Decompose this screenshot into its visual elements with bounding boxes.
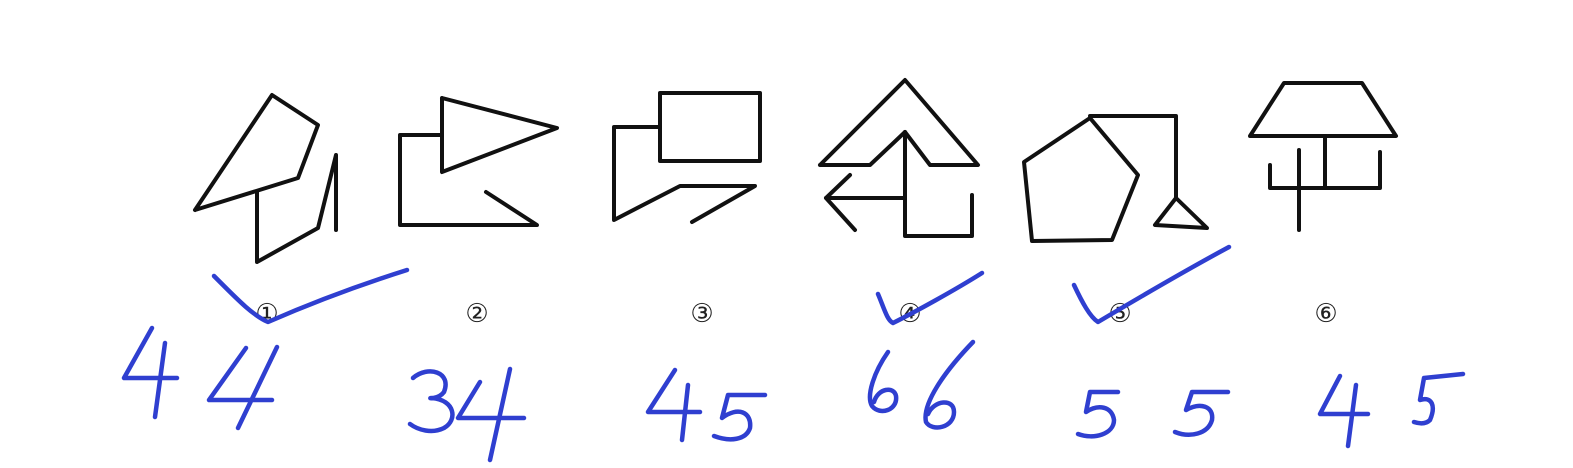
annotation-3 — [645, 367, 768, 443]
option-numbers: ① ② ③ ④ ⑤ ⑥ — [255, 299, 1337, 329]
annotation-1 — [121, 325, 280, 431]
figure-4 — [818, 78, 980, 238]
ink-digit-4 — [121, 325, 180, 420]
option-number-3: ③ — [690, 299, 713, 329]
option-number-6: ⑥ — [1314, 299, 1337, 329]
annotation-5 — [1075, 389, 1231, 439]
ink-digit-3 — [407, 369, 455, 434]
option-number-1: ① — [255, 299, 278, 329]
annotation-6 — [1317, 371, 1466, 449]
ink-digit-5 — [1075, 389, 1121, 439]
check-mark-4-icon — [875, 270, 985, 326]
ink-digit-4 — [206, 344, 280, 431]
ink-digit-4 — [645, 367, 703, 443]
annotation-4 — [867, 339, 976, 430]
ink-digit-5 — [711, 392, 768, 442]
ink-digit-4 — [1317, 373, 1371, 449]
option-number-2: ② — [465, 299, 488, 329]
ink-digit-6 — [867, 349, 899, 414]
ink-digit-4 — [455, 366, 527, 463]
figure-5 — [1022, 114, 1209, 243]
figure-3 — [612, 91, 762, 224]
annotation-2 — [407, 366, 527, 463]
check-mark-1-icon — [211, 267, 410, 325]
figure-6 — [1248, 81, 1398, 232]
ink-digit-5 — [1411, 371, 1466, 426]
ink-digit-6 — [923, 339, 976, 430]
figure-1 — [193, 93, 338, 264]
check-mark-5-icon — [1071, 244, 1232, 325]
check-marks — [211, 244, 1232, 326]
ink-digit-5 — [1172, 389, 1231, 437]
figure-2 — [398, 96, 559, 227]
